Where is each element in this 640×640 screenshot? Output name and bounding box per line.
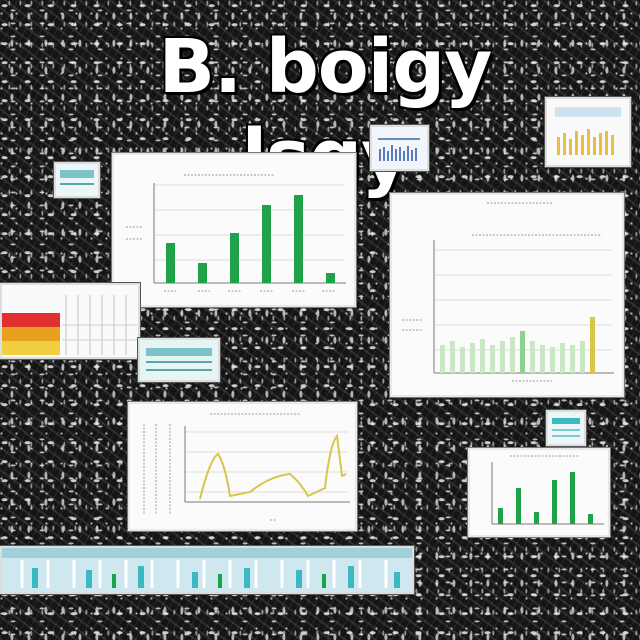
thumb-small-cyan — [546, 410, 586, 446]
bar — [166, 243, 175, 283]
bars — [498, 472, 593, 524]
bars — [440, 317, 595, 373]
bar — [262, 205, 271, 283]
thumb-cyan-table — [138, 338, 220, 382]
thumb-blue-strip — [370, 125, 429, 171]
bar-chart-right-plot — [402, 202, 614, 382]
bars — [166, 195, 335, 283]
bar-chart-panel-right — [390, 193, 624, 397]
gridlines — [185, 431, 348, 493]
y-label-scribble — [402, 319, 422, 331]
bar — [294, 195, 303, 283]
bar — [198, 263, 207, 283]
line-chart-plot — [143, 413, 350, 521]
gridlines — [154, 184, 344, 261]
thumb-yellow-bars — [545, 97, 631, 167]
bar — [326, 273, 335, 283]
series-line — [199, 433, 347, 500]
table-scribbles — [143, 424, 171, 514]
thumb-left-cyan — [54, 162, 100, 198]
bar-chart-bottom-plot — [491, 455, 604, 525]
thumb-colored-area — [0, 283, 140, 359]
banner-strip — [0, 546, 414, 594]
poster-title: B. boigy lsgy — [158, 24, 493, 200]
bar-chart-top-plot — [126, 174, 346, 292]
line-chart-panel — [128, 402, 357, 531]
bar — [230, 233, 239, 283]
bar-chart-panel-top — [112, 153, 356, 307]
y-label-scribble — [126, 226, 142, 240]
bar-chart-panel-bottom-right — [468, 448, 610, 537]
